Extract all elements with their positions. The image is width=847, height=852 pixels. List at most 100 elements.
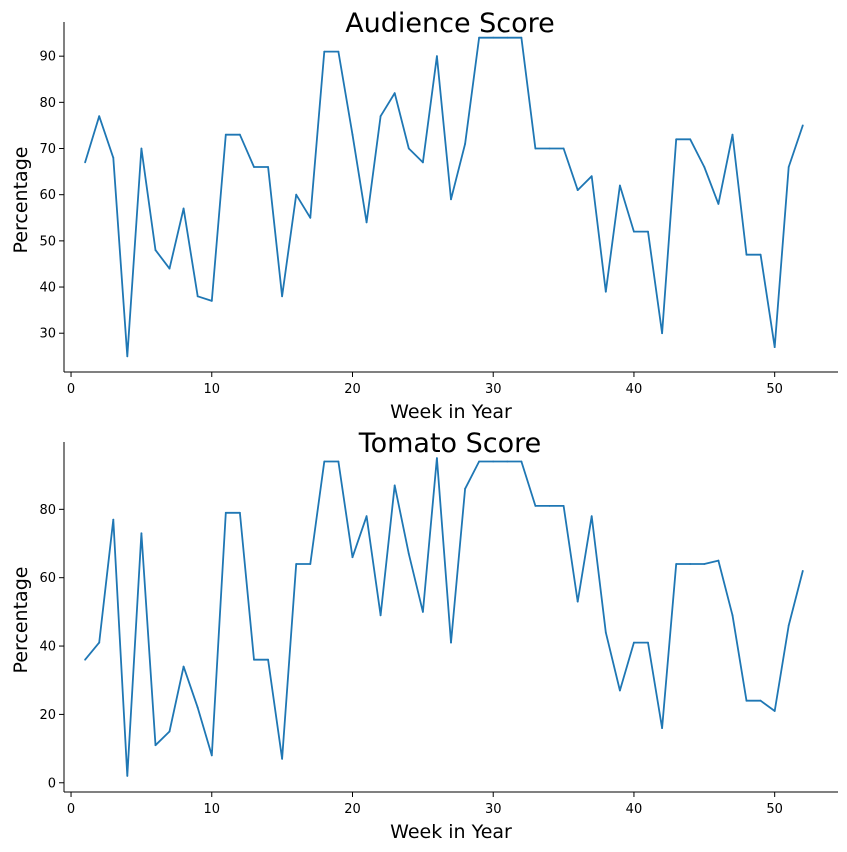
data-point (126, 355, 129, 358)
data-point (647, 230, 649, 233)
data-point (407, 147, 410, 150)
data-point (731, 614, 734, 617)
data-point (337, 460, 340, 463)
data-point (450, 641, 452, 644)
data-point (281, 295, 283, 298)
data-point (604, 631, 607, 634)
y-tick-label: 0 (48, 776, 56, 791)
chart-title: Tomato Score (358, 428, 542, 459)
data-point (224, 133, 227, 136)
data-point (365, 515, 368, 518)
data-point (576, 600, 579, 603)
y-tick-label: 70 (39, 142, 56, 157)
x-axis-title: Week in Year (390, 401, 512, 423)
data-point (745, 699, 748, 702)
y-tick-label: 60 (39, 571, 56, 586)
data-point (140, 532, 143, 535)
y-axis-title: Percentage (10, 147, 32, 254)
y-tick-label: 90 (39, 50, 56, 65)
data-point (393, 484, 396, 487)
chart-title: Audience Score (345, 8, 555, 39)
series-line (84, 36, 804, 358)
data-point (604, 290, 607, 293)
points-group (84, 36, 804, 358)
data-point (393, 92, 396, 94)
data-point (379, 115, 382, 118)
x-tick-label: 20 (344, 382, 361, 397)
y-tick-label: 40 (39, 640, 56, 655)
x-tick-label: 30 (485, 382, 502, 397)
audience-score-chart: Audience Score 0 10 20 30 40 50 30 40 50 60 70 80 90… (10, 8, 838, 423)
x-tick-label: 20 (344, 802, 361, 817)
data-point (534, 147, 537, 150)
data-point (661, 332, 663, 335)
x-tick-label: 0 (67, 382, 75, 397)
data-point (675, 563, 678, 565)
data-point (633, 230, 635, 233)
data-point (534, 505, 537, 507)
data-point (787, 624, 790, 627)
data-point (267, 658, 269, 661)
series-line (84, 457, 804, 777)
data-point (112, 156, 115, 159)
data-point (154, 744, 157, 747)
data-point (548, 505, 551, 507)
data-point (647, 641, 649, 644)
data-point (689, 563, 692, 565)
data-point (168, 267, 171, 270)
data-point (590, 515, 593, 518)
points-group (84, 457, 804, 777)
data-point (210, 754, 213, 757)
data-point (633, 641, 635, 644)
data-point (675, 138, 678, 141)
data-point (267, 166, 269, 168)
ticks-group: 0 10 20 30 40 50 0 20 40 60 80 (39, 503, 782, 817)
data-point (773, 710, 776, 712)
data-point (84, 161, 86, 164)
data-point (717, 559, 720, 562)
data-point (351, 133, 354, 136)
data-point (464, 143, 466, 145)
data-point (196, 706, 199, 709)
x-tick-label: 10 (203, 802, 220, 817)
data-point (520, 460, 523, 463)
data-point (619, 689, 621, 692)
x-tick-label: 10 (203, 382, 220, 397)
data-point (661, 727, 663, 729)
data-point (801, 570, 804, 572)
y-tick-label: 80 (39, 96, 56, 111)
data-point (98, 115, 101, 118)
data-point (562, 505, 565, 507)
tomato-score-chart: Tomato Score 0 10 20 30 40 50 0 20 40 60 80 Week i… (10, 428, 838, 843)
data-point (140, 147, 143, 150)
data-point (506, 36, 509, 39)
data-point (745, 253, 748, 256)
data-point (801, 124, 804, 127)
data-point (239, 511, 241, 514)
y-tick-label: 80 (39, 503, 56, 518)
data-point (379, 614, 382, 617)
data-point (323, 460, 326, 463)
data-point (759, 699, 762, 702)
data-point (224, 511, 227, 514)
data-point (689, 138, 692, 141)
data-point (337, 50, 340, 53)
x-tick-label: 40 (626, 802, 643, 817)
data-point (168, 730, 171, 733)
data-point (576, 189, 579, 192)
data-point (422, 611, 424, 613)
data-point (731, 133, 734, 136)
data-point (436, 55, 438, 58)
data-point (436, 457, 438, 459)
y-tick-label: 40 (39, 281, 56, 296)
data-point (492, 460, 495, 463)
x-tick-label: 30 (485, 802, 502, 817)
data-point (126, 775, 129, 777)
y-tick-label: 50 (39, 234, 56, 249)
data-point (154, 249, 157, 252)
data-point (520, 36, 523, 39)
data-point (422, 161, 424, 164)
data-point (253, 658, 255, 661)
data-point (112, 518, 115, 521)
data-point (703, 166, 706, 168)
